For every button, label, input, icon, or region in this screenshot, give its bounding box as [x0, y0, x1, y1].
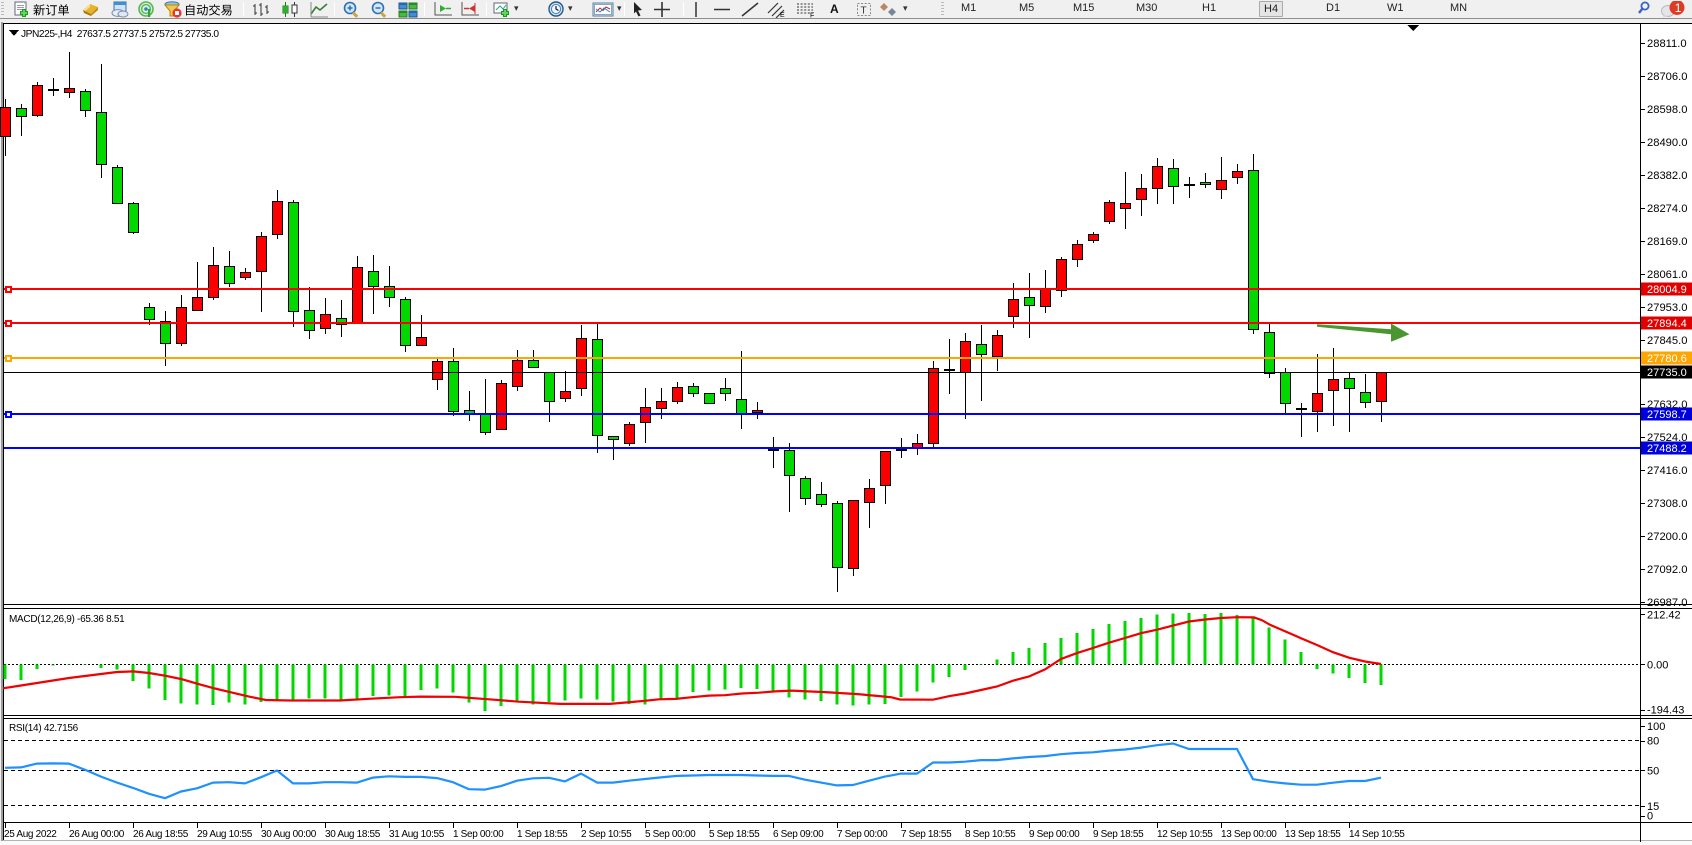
- svg-text:MACD(12,26,9) -65.36 8.51: MACD(12,26,9) -65.36 8.51: [9, 614, 125, 625]
- svg-text:27845.0: 27845.0: [1647, 335, 1687, 347]
- svg-text:27780.6: 27780.6: [1647, 353, 1687, 365]
- svg-text:26987.0: 26987.0: [1647, 597, 1687, 609]
- svg-text:31 Aug 10:55: 31 Aug 10:55: [389, 829, 445, 840]
- svg-text:30 Aug 00:00: 30 Aug 00:00: [261, 829, 317, 840]
- svg-text:27735.0: 27735.0: [1647, 367, 1687, 379]
- svg-text:2 Sep 10:55: 2 Sep 10:55: [581, 829, 632, 840]
- svg-text:9 Sep 00:00: 9 Sep 00:00: [1029, 829, 1080, 840]
- svg-text:12 Sep 10:55: 12 Sep 10:55: [1157, 829, 1213, 840]
- svg-text:27092.0: 27092.0: [1647, 564, 1687, 576]
- svg-text:28490.0: 28490.0: [1647, 137, 1687, 149]
- svg-text:-194.43: -194.43: [1647, 705, 1684, 717]
- svg-text:6 Sep 09:00: 6 Sep 09:00: [773, 829, 824, 840]
- svg-text:28598.0: 28598.0: [1647, 104, 1687, 116]
- svg-text:28061.0: 28061.0: [1647, 269, 1687, 281]
- svg-text:25 Aug 2022: 25 Aug 2022: [4, 829, 57, 840]
- svg-text:0: 0: [1647, 811, 1653, 823]
- svg-text:80: 80: [1647, 736, 1659, 748]
- svg-text:28811.0: 28811.0: [1647, 38, 1687, 50]
- svg-text:1 Sep 18:55: 1 Sep 18:55: [517, 829, 568, 840]
- svg-text:29 Aug 10:55: 29 Aug 10:55: [197, 829, 253, 840]
- svg-text:5 Sep 00:00: 5 Sep 00:00: [645, 829, 696, 840]
- svg-text:27894.4: 27894.4: [1647, 318, 1687, 330]
- svg-text:8 Sep 10:55: 8 Sep 10:55: [965, 829, 1016, 840]
- svg-text:7 Sep 18:55: 7 Sep 18:55: [901, 829, 952, 840]
- svg-text:212.42: 212.42: [1647, 610, 1681, 622]
- svg-text:1: 1: [1675, 1, 1682, 15]
- svg-text:27953.0: 27953.0: [1647, 302, 1687, 314]
- svg-text:28706.0: 28706.0: [1647, 71, 1687, 83]
- svg-text:27308.0: 27308.0: [1647, 498, 1687, 510]
- svg-text:T: T: [861, 6, 867, 17]
- svg-text:28274.0: 28274.0: [1647, 203, 1687, 215]
- svg-text:50: 50: [1647, 766, 1659, 778]
- svg-text:JPN225-,H4 27637.5 27737.5 27: JPN225-,H4 27637.5 27737.5 27572.5 27735…: [21, 29, 219, 40]
- svg-text:26 Aug 00:00: 26 Aug 00:00: [69, 829, 125, 840]
- svg-text:27524.0: 27524.0: [1647, 432, 1687, 444]
- svg-text:9 Sep 18:55: 9 Sep 18:55: [1093, 829, 1144, 840]
- svg-text:27598.7: 27598.7: [1647, 409, 1687, 421]
- svg-text:13 Sep 18:55: 13 Sep 18:55: [1285, 829, 1341, 840]
- svg-text:28382.0: 28382.0: [1647, 170, 1687, 182]
- svg-text:27488.2: 27488.2: [1647, 443, 1687, 455]
- svg-text:14 Sep 10:55: 14 Sep 10:55: [1349, 829, 1405, 840]
- svg-text:30 Aug 18:55: 30 Aug 18:55: [325, 829, 381, 840]
- svg-text:F: F: [810, 13, 814, 19]
- svg-text:0.00: 0.00: [1647, 659, 1668, 671]
- svg-text:27200.0: 27200.0: [1647, 531, 1687, 543]
- svg-text:13 Sep 00:00: 13 Sep 00:00: [1221, 829, 1277, 840]
- svg-text:5 Sep 18:55: 5 Sep 18:55: [709, 829, 760, 840]
- svg-text:7 Sep 00:00: 7 Sep 00:00: [837, 829, 888, 840]
- svg-text:27416.0: 27416.0: [1647, 465, 1687, 477]
- svg-text:28169.0: 28169.0: [1647, 236, 1687, 248]
- svg-text:100: 100: [1647, 721, 1665, 733]
- svg-text:1 Sep 00:00: 1 Sep 00:00: [453, 829, 504, 840]
- svg-text:RSI(14) 42.7156: RSI(14) 42.7156: [9, 723, 79, 734]
- svg-text:28004.9: 28004.9: [1647, 284, 1687, 296]
- svg-text:E: E: [780, 12, 785, 18]
- svg-text:26 Aug 18:55: 26 Aug 18:55: [133, 829, 189, 840]
- svg-text:15: 15: [1647, 801, 1659, 813]
